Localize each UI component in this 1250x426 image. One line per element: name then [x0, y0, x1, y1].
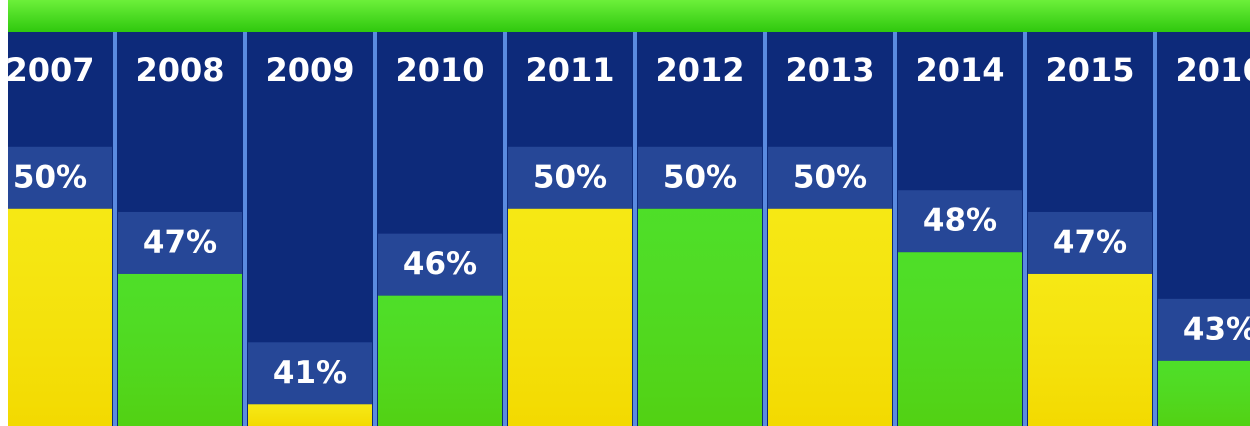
separator	[243, 32, 247, 426]
left-margin	[0, 0, 8, 426]
bar-shade	[378, 295, 502, 426]
bar-shade	[638, 208, 762, 426]
year-label: 2012	[655, 51, 744, 89]
label-box	[118, 211, 242, 274]
bar-shade	[508, 208, 632, 426]
value-label: 50%	[663, 159, 737, 195]
year-label: 2013	[785, 51, 874, 89]
bar-shade	[898, 252, 1022, 426]
year-label: 2008	[135, 51, 224, 89]
bar-shade	[1028, 273, 1152, 426]
year-label: 2011	[525, 51, 614, 89]
value-label: 48%	[923, 203, 997, 239]
year-label: 2015	[1045, 51, 1134, 89]
value-label: 46%	[403, 246, 477, 282]
label-box	[508, 146, 632, 209]
label-box	[768, 146, 892, 209]
label-box	[1158, 298, 1250, 361]
value-label: 47%	[1053, 224, 1127, 260]
separator	[113, 32, 117, 426]
label-box	[378, 233, 502, 296]
separator	[1153, 32, 1157, 426]
bar-shade	[768, 208, 892, 426]
separator	[763, 32, 767, 426]
bar-shade	[248, 404, 372, 426]
separator	[893, 32, 897, 426]
value-label: 43%	[1183, 311, 1250, 347]
bar-shade	[118, 273, 242, 426]
value-label: 50%	[533, 159, 607, 195]
separator	[1023, 32, 1027, 426]
label-box	[248, 342, 372, 405]
value-label: 50%	[793, 159, 867, 195]
bar-shade	[1158, 360, 1250, 426]
value-label: 50%	[13, 159, 87, 195]
value-label: 41%	[273, 355, 347, 391]
year-label: 2016	[1175, 51, 1250, 89]
separator	[503, 32, 507, 426]
label-box	[898, 190, 1022, 253]
year-label: 2007	[5, 51, 94, 89]
year-label: 2009	[265, 51, 354, 89]
top-strip	[8, 0, 1250, 32]
separator	[633, 32, 637, 426]
bar-shade	[0, 208, 112, 426]
label-box	[0, 146, 112, 209]
year-label: 2014	[915, 51, 1004, 89]
label-box	[1028, 211, 1152, 274]
label-box	[638, 146, 762, 209]
separator	[373, 32, 377, 426]
value-label: 47%	[143, 224, 217, 260]
year-label: 2010	[395, 51, 484, 89]
